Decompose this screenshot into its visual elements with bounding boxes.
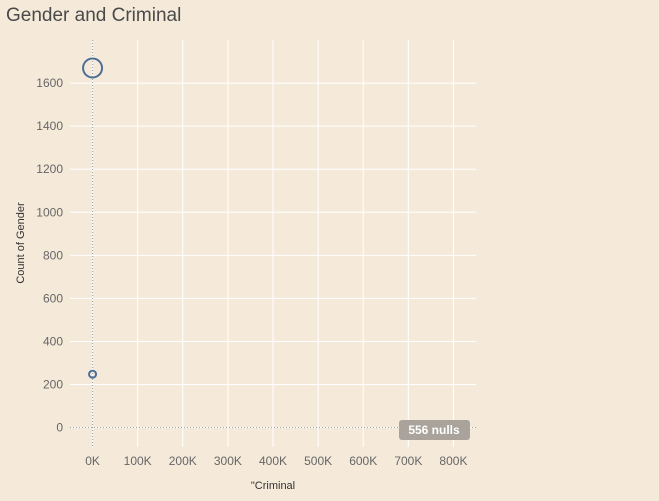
null-indicator[interactable]: 556 nulls [399, 420, 470, 440]
y-tick-label: 1600 [36, 76, 63, 90]
x-tick-label: 700K [394, 454, 422, 468]
y-tick-label: 0 [56, 421, 63, 435]
x-tick-label: 200K [169, 454, 197, 468]
y-axis-title: Count of Gender [15, 202, 27, 284]
data-point[interactable] [82, 57, 104, 79]
grid-layer [70, 40, 476, 447]
null-indicator-label: 556 nulls [408, 423, 460, 437]
x-axis-ticks: 0K 100K 200K 300K 400K 500K 600K 700K 800K [85, 454, 467, 468]
y-tick-label: 1000 [36, 205, 63, 219]
x-axis-title: "Criminal [251, 480, 295, 492]
x-tick-label: 600K [349, 454, 377, 468]
x-tick-label: 500K [304, 454, 332, 468]
points-layer [82, 57, 104, 379]
y-tick-label: 400 [43, 334, 63, 348]
chart-title: Gender and Criminal [6, 5, 182, 26]
y-tick-label: 800 [43, 248, 63, 262]
y-axis-ticks: 0 200 400 600 800 1000 1200 1400 1600 [36, 76, 63, 435]
x-tick-label: 100K [124, 454, 152, 468]
x-tick-label: 400K [259, 454, 287, 468]
y-tick-label: 1200 [36, 162, 63, 176]
x-tick-label: 800K [439, 454, 467, 468]
data-point[interactable] [88, 369, 98, 379]
y-tick-label: 200 [43, 378, 63, 392]
y-tick-label: 600 [43, 291, 63, 305]
x-tick-label: 300K [214, 454, 242, 468]
y-tick-label: 1400 [36, 119, 63, 133]
x-tick-label: 0K [85, 454, 100, 468]
null-indicator-badge[interactable] [399, 420, 470, 440]
zero-reference-lines [70, 40, 476, 447]
